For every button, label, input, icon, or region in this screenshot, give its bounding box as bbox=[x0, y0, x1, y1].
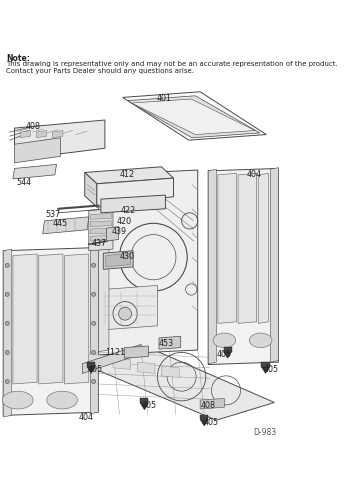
Text: 544: 544 bbox=[16, 178, 31, 187]
Polygon shape bbox=[106, 253, 131, 267]
Polygon shape bbox=[218, 173, 237, 324]
Ellipse shape bbox=[250, 333, 272, 348]
Polygon shape bbox=[200, 414, 208, 419]
Polygon shape bbox=[103, 285, 158, 330]
Polygon shape bbox=[90, 221, 111, 226]
Text: 422: 422 bbox=[120, 206, 135, 216]
Polygon shape bbox=[98, 199, 109, 352]
Polygon shape bbox=[132, 99, 255, 135]
Polygon shape bbox=[13, 164, 56, 179]
Polygon shape bbox=[43, 217, 89, 234]
Circle shape bbox=[92, 263, 96, 267]
Polygon shape bbox=[13, 254, 37, 384]
Circle shape bbox=[119, 307, 132, 320]
Polygon shape bbox=[89, 209, 113, 251]
Circle shape bbox=[92, 292, 96, 297]
Polygon shape bbox=[200, 398, 224, 409]
Polygon shape bbox=[161, 366, 179, 378]
Polygon shape bbox=[159, 336, 181, 349]
Polygon shape bbox=[122, 92, 266, 140]
Text: 404: 404 bbox=[79, 413, 94, 422]
Polygon shape bbox=[224, 347, 232, 352]
Polygon shape bbox=[208, 168, 279, 364]
Text: D-983: D-983 bbox=[253, 428, 276, 437]
Polygon shape bbox=[101, 195, 166, 213]
Text: Note:: Note: bbox=[6, 54, 30, 63]
Polygon shape bbox=[97, 178, 174, 207]
Text: 401: 401 bbox=[156, 94, 172, 103]
Text: 408: 408 bbox=[26, 122, 41, 132]
Polygon shape bbox=[89, 354, 106, 365]
Polygon shape bbox=[261, 362, 270, 367]
Polygon shape bbox=[124, 346, 148, 358]
Circle shape bbox=[92, 322, 96, 326]
Polygon shape bbox=[39, 254, 63, 384]
Polygon shape bbox=[3, 249, 11, 417]
Polygon shape bbox=[64, 254, 89, 384]
Polygon shape bbox=[15, 138, 61, 163]
Text: 405: 405 bbox=[141, 401, 156, 410]
Polygon shape bbox=[103, 251, 133, 269]
Polygon shape bbox=[15, 120, 105, 156]
Text: 537: 537 bbox=[45, 211, 61, 219]
Polygon shape bbox=[106, 226, 119, 241]
Polygon shape bbox=[270, 167, 279, 362]
Text: Contact your Parts Dealer should any questions arise.: Contact your Parts Dealer should any que… bbox=[6, 68, 195, 74]
Ellipse shape bbox=[47, 391, 77, 409]
Polygon shape bbox=[90, 247, 98, 414]
Polygon shape bbox=[90, 235, 111, 241]
Text: 420: 420 bbox=[117, 217, 132, 226]
Polygon shape bbox=[87, 362, 95, 367]
Circle shape bbox=[5, 292, 9, 297]
Text: 445: 445 bbox=[52, 219, 68, 228]
Circle shape bbox=[5, 322, 9, 326]
Circle shape bbox=[5, 351, 9, 355]
Polygon shape bbox=[208, 169, 216, 364]
Polygon shape bbox=[90, 214, 111, 219]
Circle shape bbox=[92, 380, 96, 383]
Polygon shape bbox=[127, 96, 260, 138]
Text: 404: 404 bbox=[246, 170, 261, 179]
Ellipse shape bbox=[213, 333, 236, 348]
Polygon shape bbox=[258, 173, 269, 324]
Text: 405: 405 bbox=[203, 418, 218, 427]
Polygon shape bbox=[224, 352, 232, 358]
Text: 430: 430 bbox=[119, 251, 134, 261]
Polygon shape bbox=[200, 419, 208, 426]
Polygon shape bbox=[82, 344, 274, 420]
Text: 437: 437 bbox=[92, 240, 107, 248]
Text: This drawing is representative only and may not be an accurate representation of: This drawing is representative only and … bbox=[6, 61, 338, 67]
Text: 405: 405 bbox=[264, 364, 279, 374]
Polygon shape bbox=[261, 367, 270, 374]
Text: 405: 405 bbox=[87, 364, 102, 374]
Text: 405: 405 bbox=[216, 350, 231, 359]
Polygon shape bbox=[52, 131, 63, 138]
Polygon shape bbox=[36, 131, 47, 138]
Polygon shape bbox=[85, 172, 97, 207]
Polygon shape bbox=[98, 170, 198, 355]
Circle shape bbox=[5, 380, 9, 383]
Polygon shape bbox=[90, 228, 111, 234]
Ellipse shape bbox=[2, 391, 33, 409]
Polygon shape bbox=[140, 403, 148, 409]
Text: 1121: 1121 bbox=[105, 349, 125, 357]
Text: 453: 453 bbox=[158, 339, 173, 348]
Polygon shape bbox=[238, 173, 257, 324]
Circle shape bbox=[5, 263, 9, 267]
Polygon shape bbox=[137, 362, 155, 374]
Polygon shape bbox=[85, 167, 174, 184]
Polygon shape bbox=[82, 344, 141, 374]
Polygon shape bbox=[113, 358, 131, 369]
Text: 412: 412 bbox=[119, 170, 134, 179]
Polygon shape bbox=[87, 367, 95, 374]
Polygon shape bbox=[3, 247, 98, 415]
Polygon shape bbox=[140, 398, 148, 403]
Text: 408: 408 bbox=[200, 401, 215, 410]
Text: 439: 439 bbox=[111, 226, 126, 236]
Polygon shape bbox=[20, 131, 31, 138]
Circle shape bbox=[92, 351, 96, 355]
